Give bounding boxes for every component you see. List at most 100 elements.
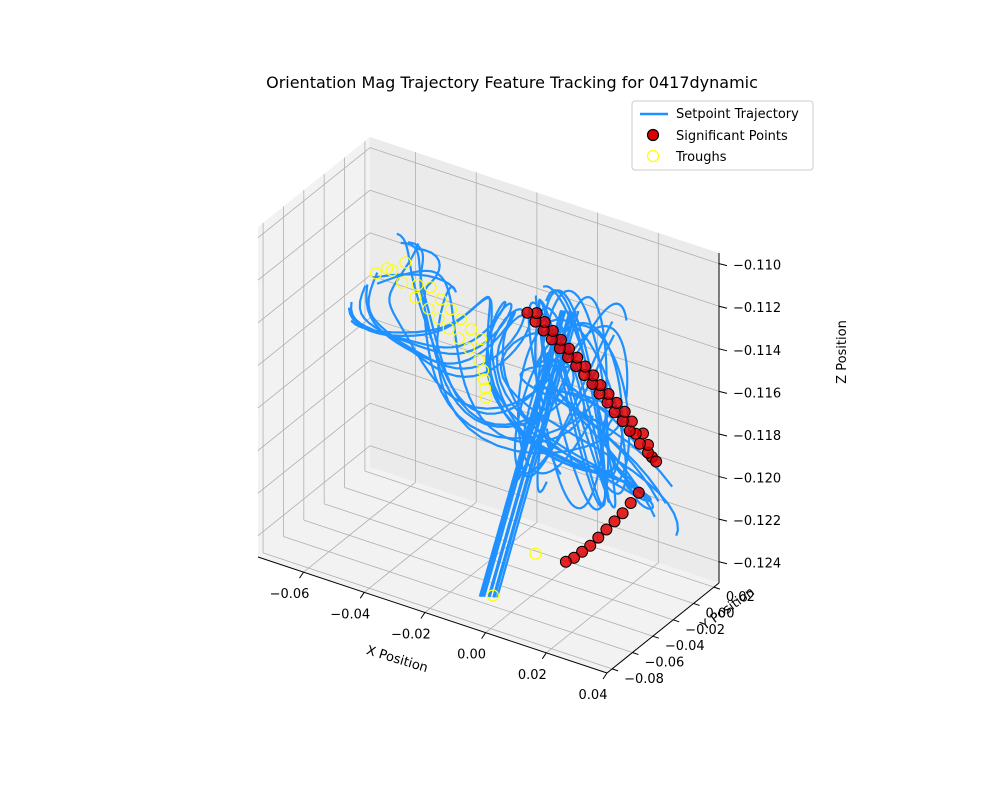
trough-point [434,293,447,306]
trajectory-path [414,247,674,488]
x-tick-label: 0.00 [457,648,486,663]
gridline [257,189,371,281]
z-tick-mark [718,263,728,267]
x-tick-mark [420,612,426,619]
y-tick-label: 0.00 [706,606,735,621]
x-tick-mark [541,652,547,660]
trough-points [369,256,542,602]
trajectory-path [517,318,628,495]
x-tick-label: −0.06 [270,587,310,602]
gridline [363,501,477,593]
y-tick-mark [611,668,619,672]
y-tick-label: −0.04 [665,639,705,654]
gridline [369,445,720,563]
gridline [257,147,371,238]
z-tick-label: −0.118 [733,429,781,444]
gridline [369,189,720,307]
legend-label-significant: Significant Points [676,129,788,144]
significant-point [633,437,646,450]
trough-point [432,312,445,325]
y-tick-mark [632,652,639,656]
x-tick-mark [602,672,608,680]
trough-point [454,313,467,326]
y-tick-mark [713,586,721,590]
gridline [257,317,371,409]
z-tick-label: −0.120 [733,472,781,487]
legend-box [631,100,814,171]
trough-point [480,391,493,404]
z-axis-label: Z Position [835,320,850,384]
trough-point [409,291,422,304]
z-tick-mark [718,433,728,437]
trough-point [462,342,475,355]
y-tick-label: 0.02 [726,590,755,605]
trough-point [464,323,478,336]
gridline [257,360,371,451]
y-axis-line [606,582,720,674]
trough-point [529,547,542,560]
gridline [257,445,371,537]
gridline [344,487,694,604]
gridline [262,552,613,670]
trajectory-path [347,300,636,485]
trough-point [424,281,437,294]
trough-point [444,303,457,316]
trough-point [477,364,490,377]
x-tick-mark [359,592,365,599]
trajectory-path [478,309,563,597]
z-tick-mark [718,561,728,565]
trough-point [399,256,412,269]
gridline [369,147,720,265]
significant-points [521,306,663,568]
significant-point [600,523,613,536]
x-axis-ticks: −0.06 −0.04 −0.02 0.00 0.02 0.04 [270,571,608,703]
trough-point [411,278,424,291]
z-tick-label: −0.112 [733,301,781,316]
z-tick-label: −0.124 [733,557,781,572]
trajectory-path [536,295,608,510]
y-tick-label: −0.02 [685,623,725,638]
z-tick-mark [718,390,728,394]
significant-point [592,531,605,544]
y-tick-label: −0.06 [644,656,684,671]
significant-point [624,497,637,509]
gridline [257,275,371,366]
significant-point [521,306,534,319]
trough-point [472,354,486,367]
y-tick-mark [652,635,659,639]
trough-point [396,276,409,289]
legend: Setpoint Trajectory Significant Points T… [631,100,814,171]
x-tick-label: 0.02 [518,668,547,683]
significant-point [576,545,589,558]
trough-point [475,333,488,346]
trajectory-path [520,320,624,478]
y-tick-mark [673,619,680,623]
z-tick-mark [718,518,728,522]
y-tick-mark [693,602,700,606]
chart-title: Orientation Mag Trajectory Feature Track… [266,73,758,92]
trajectory-path [534,306,610,503]
trajectory-path [492,310,576,598]
z-tick-label: −0.114 [733,344,781,359]
significant-point [616,507,629,520]
significant-point [632,486,645,499]
legend-significant-marker-icon [646,128,660,142]
trough-point [442,322,455,335]
gridline [546,562,659,654]
gridline [283,536,633,653]
gridline [424,522,538,613]
legend-label-troughs: Troughs [675,150,727,165]
axis-lines [257,253,720,674]
trough-point [479,382,492,395]
x-tick-mark [481,632,487,639]
y-tick-label: −0.08 [624,672,664,687]
trough-point [386,264,399,277]
legend-label-trajectory: Setpoint Trajectory [676,107,799,122]
z-tick-label: −0.116 [733,386,781,401]
trajectory-path [537,289,607,508]
gridline [257,232,371,324]
z-tick-label: −0.110 [733,259,781,274]
gridline [257,402,371,494]
z-tick-label: −0.122 [733,514,781,529]
